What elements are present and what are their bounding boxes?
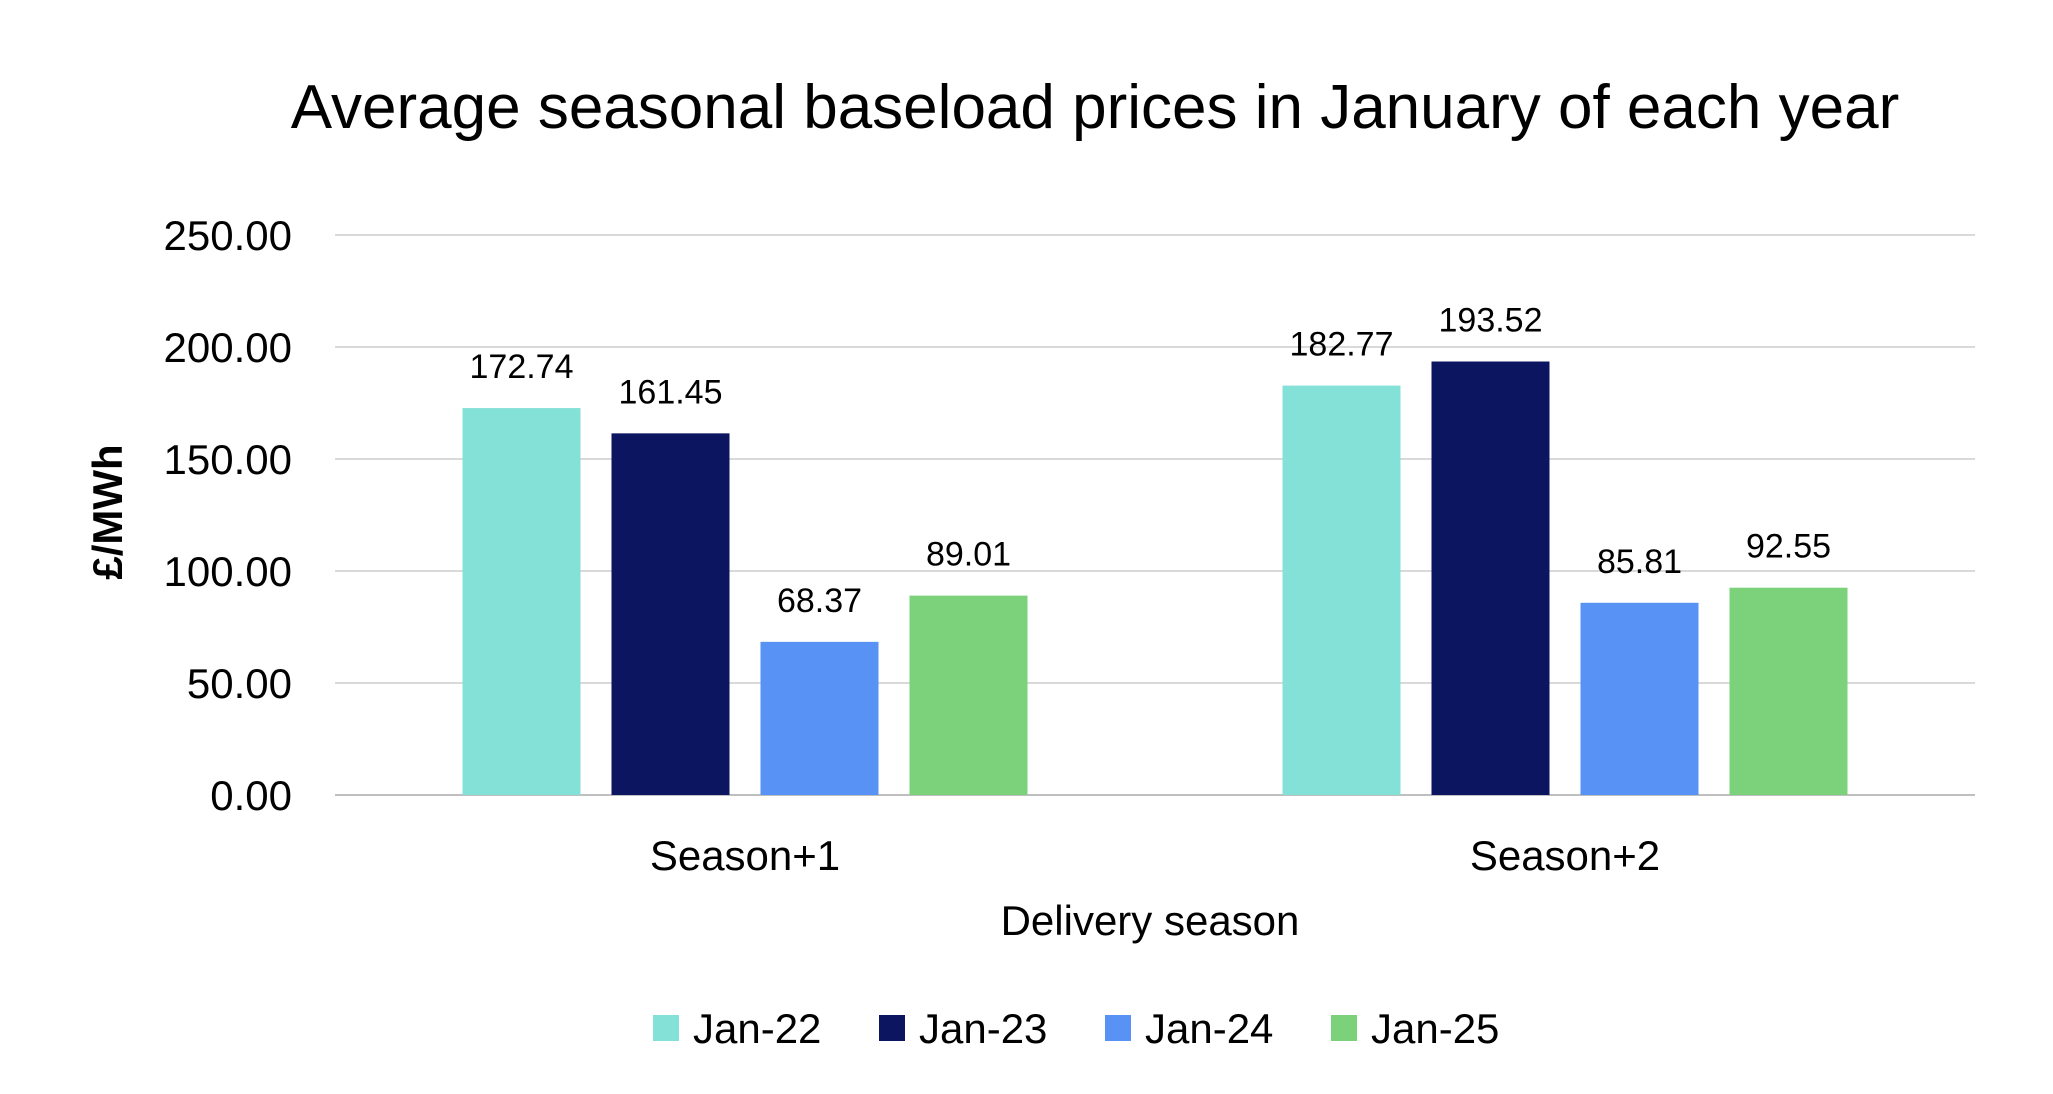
legend-label: Jan-23	[919, 1005, 1047, 1052]
data-label: 193.52	[1439, 302, 1543, 340]
data-label: 85.81	[1597, 543, 1682, 581]
y-axis-ticks: 0.00 50.00 100.00 150.00 200.00 250.00	[164, 212, 292, 819]
y-tick-label: 150.00	[164, 436, 292, 483]
data-label: 182.77	[1290, 326, 1394, 364]
data-labels: 172.74 161.45 68.37 89.01 182.77 193.52 85.81 9…	[470, 302, 1832, 620]
legend-swatch	[653, 1015, 679, 1041]
y-tick-label: 250.00	[164, 212, 292, 259]
data-label: 92.55	[1746, 528, 1831, 566]
bar-jan-22-seasonplus1	[462, 408, 581, 795]
legend-swatch	[1105, 1015, 1131, 1041]
data-label: 89.01	[926, 536, 1011, 574]
x-category-label: Season+1	[650, 832, 840, 879]
x-axis-title: Delivery season	[1001, 897, 1300, 944]
bars	[462, 361, 1848, 795]
chart-title: Average seasonal baseload prices in Janu…	[291, 73, 1899, 142]
bar-jan-24-seasonplus2	[1580, 602, 1699, 795]
legend: Jan-22 Jan-23 Jan-24 Jan-25	[653, 1005, 1499, 1052]
legend-swatch	[879, 1015, 905, 1041]
data-label: 161.45	[619, 373, 723, 411]
y-tick-label: 100.00	[164, 548, 292, 595]
bar-jan-25-seasonplus1	[909, 595, 1028, 795]
y-axis-title: £/MWh	[84, 444, 131, 579]
legend-label: Jan-25	[1371, 1005, 1499, 1052]
y-tick-label: 0.00	[210, 772, 292, 819]
legend-label: Jan-22	[693, 1005, 821, 1052]
legend-label: Jan-24	[1145, 1005, 1273, 1052]
gridlines	[335, 234, 1975, 796]
x-category-label: Season+2	[1470, 832, 1660, 879]
data-label: 68.37	[777, 582, 862, 620]
x-axis-categories: Season+1 Season+2	[650, 832, 1660, 879]
bar-jan-22-seasonplus2	[1282, 385, 1401, 795]
data-label: 172.74	[470, 348, 574, 386]
y-tick-label: 50.00	[187, 660, 292, 707]
bar-jan-23-seasonplus2	[1431, 361, 1550, 795]
bar-jan-24-seasonplus1	[760, 641, 879, 795]
bar-jan-25-seasonplus2	[1729, 587, 1848, 795]
y-tick-label: 200.00	[164, 324, 292, 371]
bar-jan-23-seasonplus1	[611, 433, 730, 795]
legend-swatch	[1331, 1015, 1357, 1041]
